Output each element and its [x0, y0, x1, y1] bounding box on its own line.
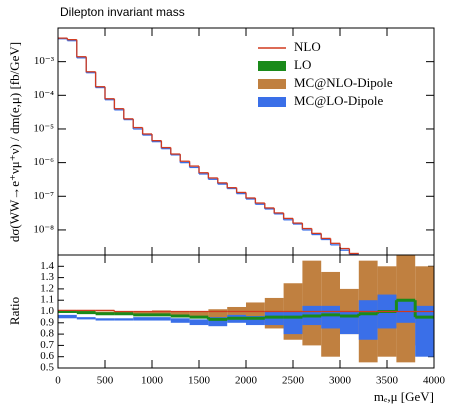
ratio-band [415, 305, 434, 357]
x-tick-label: 0 [55, 375, 61, 387]
ratio-band [321, 305, 340, 329]
ratio-band [133, 311, 152, 314]
y-tick-label: 1.3 [40, 271, 54, 283]
x-tick-label: 500 [97, 375, 114, 387]
legend-swatch [258, 97, 286, 107]
legend-swatch [258, 79, 286, 89]
ratio-band [189, 319, 209, 326]
y-tick-label: 1.4 [40, 260, 54, 272]
legend-swatch [258, 61, 286, 71]
y-tick-label: 10⁻⁵ [33, 122, 54, 134]
ratio-band [189, 311, 209, 317]
y-tick-label: 10⁻⁴ [33, 89, 54, 101]
y-tick-label: 10⁻³ [34, 55, 55, 67]
ratio-band [114, 318, 134, 321]
legend-label: MC@LO-Dipole [294, 93, 383, 108]
legend-label: MC@NLO-Dipole [294, 75, 393, 90]
ratio-band [170, 318, 190, 323]
x-tick-label: 4000 [423, 375, 446, 387]
x-tick-label: 3000 [329, 375, 352, 387]
y-tick-label: 1.0 [40, 305, 54, 317]
y-tick-label: 0.8 [40, 328, 54, 340]
y-tick-label: 10⁻⁸ [33, 223, 54, 235]
plot-frame [57, 27, 435, 256]
x-tick-label: 1500 [188, 375, 211, 387]
y-tick-label: 0.6 [40, 350, 54, 362]
ratio-band [246, 316, 265, 326]
y-tick-label: 1.2 [40, 282, 54, 294]
y-axis-label: dσ(WW→e⁺νμ⁺ν) / dm(e,μ) [fb/GeV] [7, 42, 22, 242]
chart-title: Dilepton invariant mass [60, 5, 185, 19]
x-tick-label: 3500 [376, 375, 399, 387]
ratio-axis-label: Ratio [7, 297, 22, 325]
ratio-band [95, 318, 115, 321]
ratio-band [133, 317, 152, 321]
ratio-band [76, 317, 96, 320]
x-tick-label: 2500 [282, 375, 305, 387]
x-tick-label: 2000 [235, 375, 258, 387]
plot-frame [57, 254, 435, 369]
x-tick-label: 1000 [141, 375, 164, 387]
ratio-band [152, 317, 171, 321]
ratio-band [302, 260, 322, 346]
ratio-band [170, 311, 190, 315]
ratio-band [283, 311, 303, 335]
ratio-band [58, 314, 77, 319]
y-tick-label: 0.7 [40, 339, 54, 351]
legend-label: NLO [294, 39, 321, 54]
y-tick-label: 10⁻⁷ [33, 190, 54, 202]
x-axis-label: mₑ,μ [GeV] [374, 389, 434, 404]
legend-label: LO [294, 57, 311, 72]
ratio-band [358, 300, 378, 340]
y-tick-label: 1.1 [40, 294, 54, 306]
y-tick-label: 10⁻⁶ [33, 156, 54, 168]
y-tick-label: 0.5 [40, 362, 54, 374]
y-tick-label: 0.9 [40, 316, 54, 328]
ratio-band [208, 317, 228, 327]
ratio-band [208, 309, 228, 319]
